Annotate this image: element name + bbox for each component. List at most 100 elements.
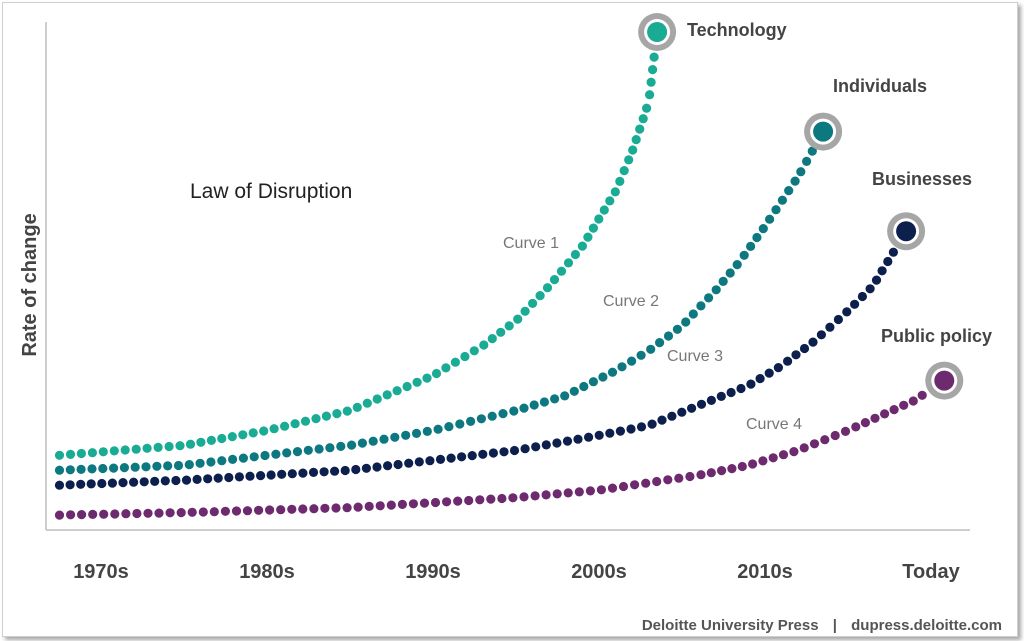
end-marker-3 — [896, 221, 917, 242]
curve-3-dot — [361, 463, 371, 473]
curve-4-dot — [309, 504, 319, 514]
curve-4-dot — [154, 508, 164, 518]
curve-1-dot — [269, 424, 279, 434]
curve-2-dot — [681, 317, 691, 327]
curve-2-dot — [303, 445, 313, 455]
curve-2-dot — [336, 441, 346, 451]
curve-1-dot — [496, 327, 506, 337]
curve-2-dot — [784, 186, 794, 196]
curve-3-dot — [150, 476, 160, 486]
curve-2-dot — [627, 356, 637, 366]
curve-2-dot — [292, 447, 303, 457]
curve-4-dot — [408, 499, 418, 509]
curve-4-dot — [768, 453, 778, 463]
curve-4-dot — [486, 494, 496, 504]
curve-4-dot — [254, 505, 264, 515]
curve-1-dot — [238, 430, 248, 440]
curve-3-dot — [203, 474, 213, 484]
curve-1-dot — [382, 390, 392, 400]
curve-4-dot — [231, 506, 242, 516]
curve-1-dot — [54, 450, 65, 460]
curve-2-dot — [732, 260, 742, 270]
curve-4-dot — [287, 504, 297, 514]
curve-3-dot — [171, 475, 181, 486]
curve-2-dot — [636, 350, 646, 360]
curve-2-dot — [711, 285, 721, 295]
series-label-businesses: Businesses — [872, 169, 972, 189]
curve-3-dot — [266, 470, 276, 480]
curve-2-dot — [588, 377, 599, 387]
curve-1-dot — [549, 275, 560, 285]
curve-1-dot — [185, 439, 196, 449]
curve-1-dot — [153, 442, 163, 452]
series-label-technology: Technology — [687, 20, 787, 40]
curve-3-dot — [755, 374, 765, 384]
curve-4-dot — [265, 505, 275, 515]
curve-3-dot — [330, 466, 340, 476]
curve-2-dot — [130, 462, 140, 472]
curve-2-dot — [550, 394, 560, 404]
curve-2-dot — [228, 454, 238, 464]
curve-4-dot — [353, 502, 363, 512]
curve-3-dot — [877, 266, 887, 276]
curve-3-dot — [696, 399, 707, 409]
curve-4-dot — [77, 509, 87, 520]
curve-label-1: Curve 1 — [503, 235, 559, 252]
end-marker-4 — [934, 370, 955, 391]
footer-credit: Deloitte University Press | dupress.delo… — [642, 617, 1002, 634]
curve-2-dot — [141, 462, 151, 472]
curve-4-dot — [809, 439, 820, 449]
curve-4-dot — [176, 507, 186, 518]
curve-2-dot — [598, 372, 608, 382]
curve-3-dot — [888, 247, 899, 257]
series-label-public-policy: Public policy — [881, 326, 992, 346]
curve-1-dot — [638, 114, 648, 124]
curve-2-dot — [433, 424, 443, 434]
curve-3-dot — [414, 457, 424, 467]
curve-2-dot — [238, 453, 248, 463]
x-tick-1970s: 1970s — [73, 561, 129, 583]
curve-4-dot — [737, 461, 747, 472]
curve-1-dot — [645, 90, 655, 100]
curve-3-dot — [457, 452, 467, 462]
curve-2-dot — [173, 460, 184, 471]
curve-1-dot — [392, 386, 402, 396]
curve-1-dot — [87, 448, 97, 458]
curve-2-dot — [498, 409, 508, 419]
curve-4-dot — [706, 468, 716, 478]
curve-4-dot — [110, 509, 120, 519]
curve-4-dot — [165, 508, 175, 518]
curve-3-dot — [404, 458, 414, 468]
curve-3-dot — [478, 449, 488, 459]
curve-4-dot — [748, 459, 758, 469]
curve-4-dot — [870, 413, 880, 423]
curve-1-dot — [469, 346, 479, 356]
curve-3-dot — [234, 472, 244, 482]
curve-2-dot — [260, 450, 270, 461]
curve-3-dot — [764, 368, 774, 378]
curve-2-dot — [411, 428, 422, 438]
footer-separator: | — [833, 617, 837, 634]
curve-4-dot — [54, 510, 65, 520]
curve-4-dot — [519, 492, 529, 502]
curve-4-dot — [758, 456, 768, 466]
curve-3-dot — [677, 407, 687, 417]
curve-3-dot — [351, 464, 361, 475]
curve-3-dot — [706, 395, 717, 405]
end-marker-1 — [647, 22, 668, 42]
curve-4-dot — [652, 476, 662, 487]
curve-2-dot — [739, 250, 749, 260]
curve-4-dot — [430, 497, 441, 508]
curve-3-dot — [54, 480, 65, 490]
curve-1-dot — [412, 377, 422, 387]
curve-4-dot — [630, 480, 640, 490]
curve-3-dot — [541, 440, 551, 450]
curve-2-dot — [790, 176, 800, 186]
curve-3-dot — [446, 453, 456, 463]
curve-2-dot — [796, 167, 806, 177]
curve-1-dot — [588, 223, 599, 233]
curve-3-dot — [773, 363, 784, 373]
curve-1-dot — [109, 446, 119, 456]
curve-4-dot — [596, 485, 607, 495]
